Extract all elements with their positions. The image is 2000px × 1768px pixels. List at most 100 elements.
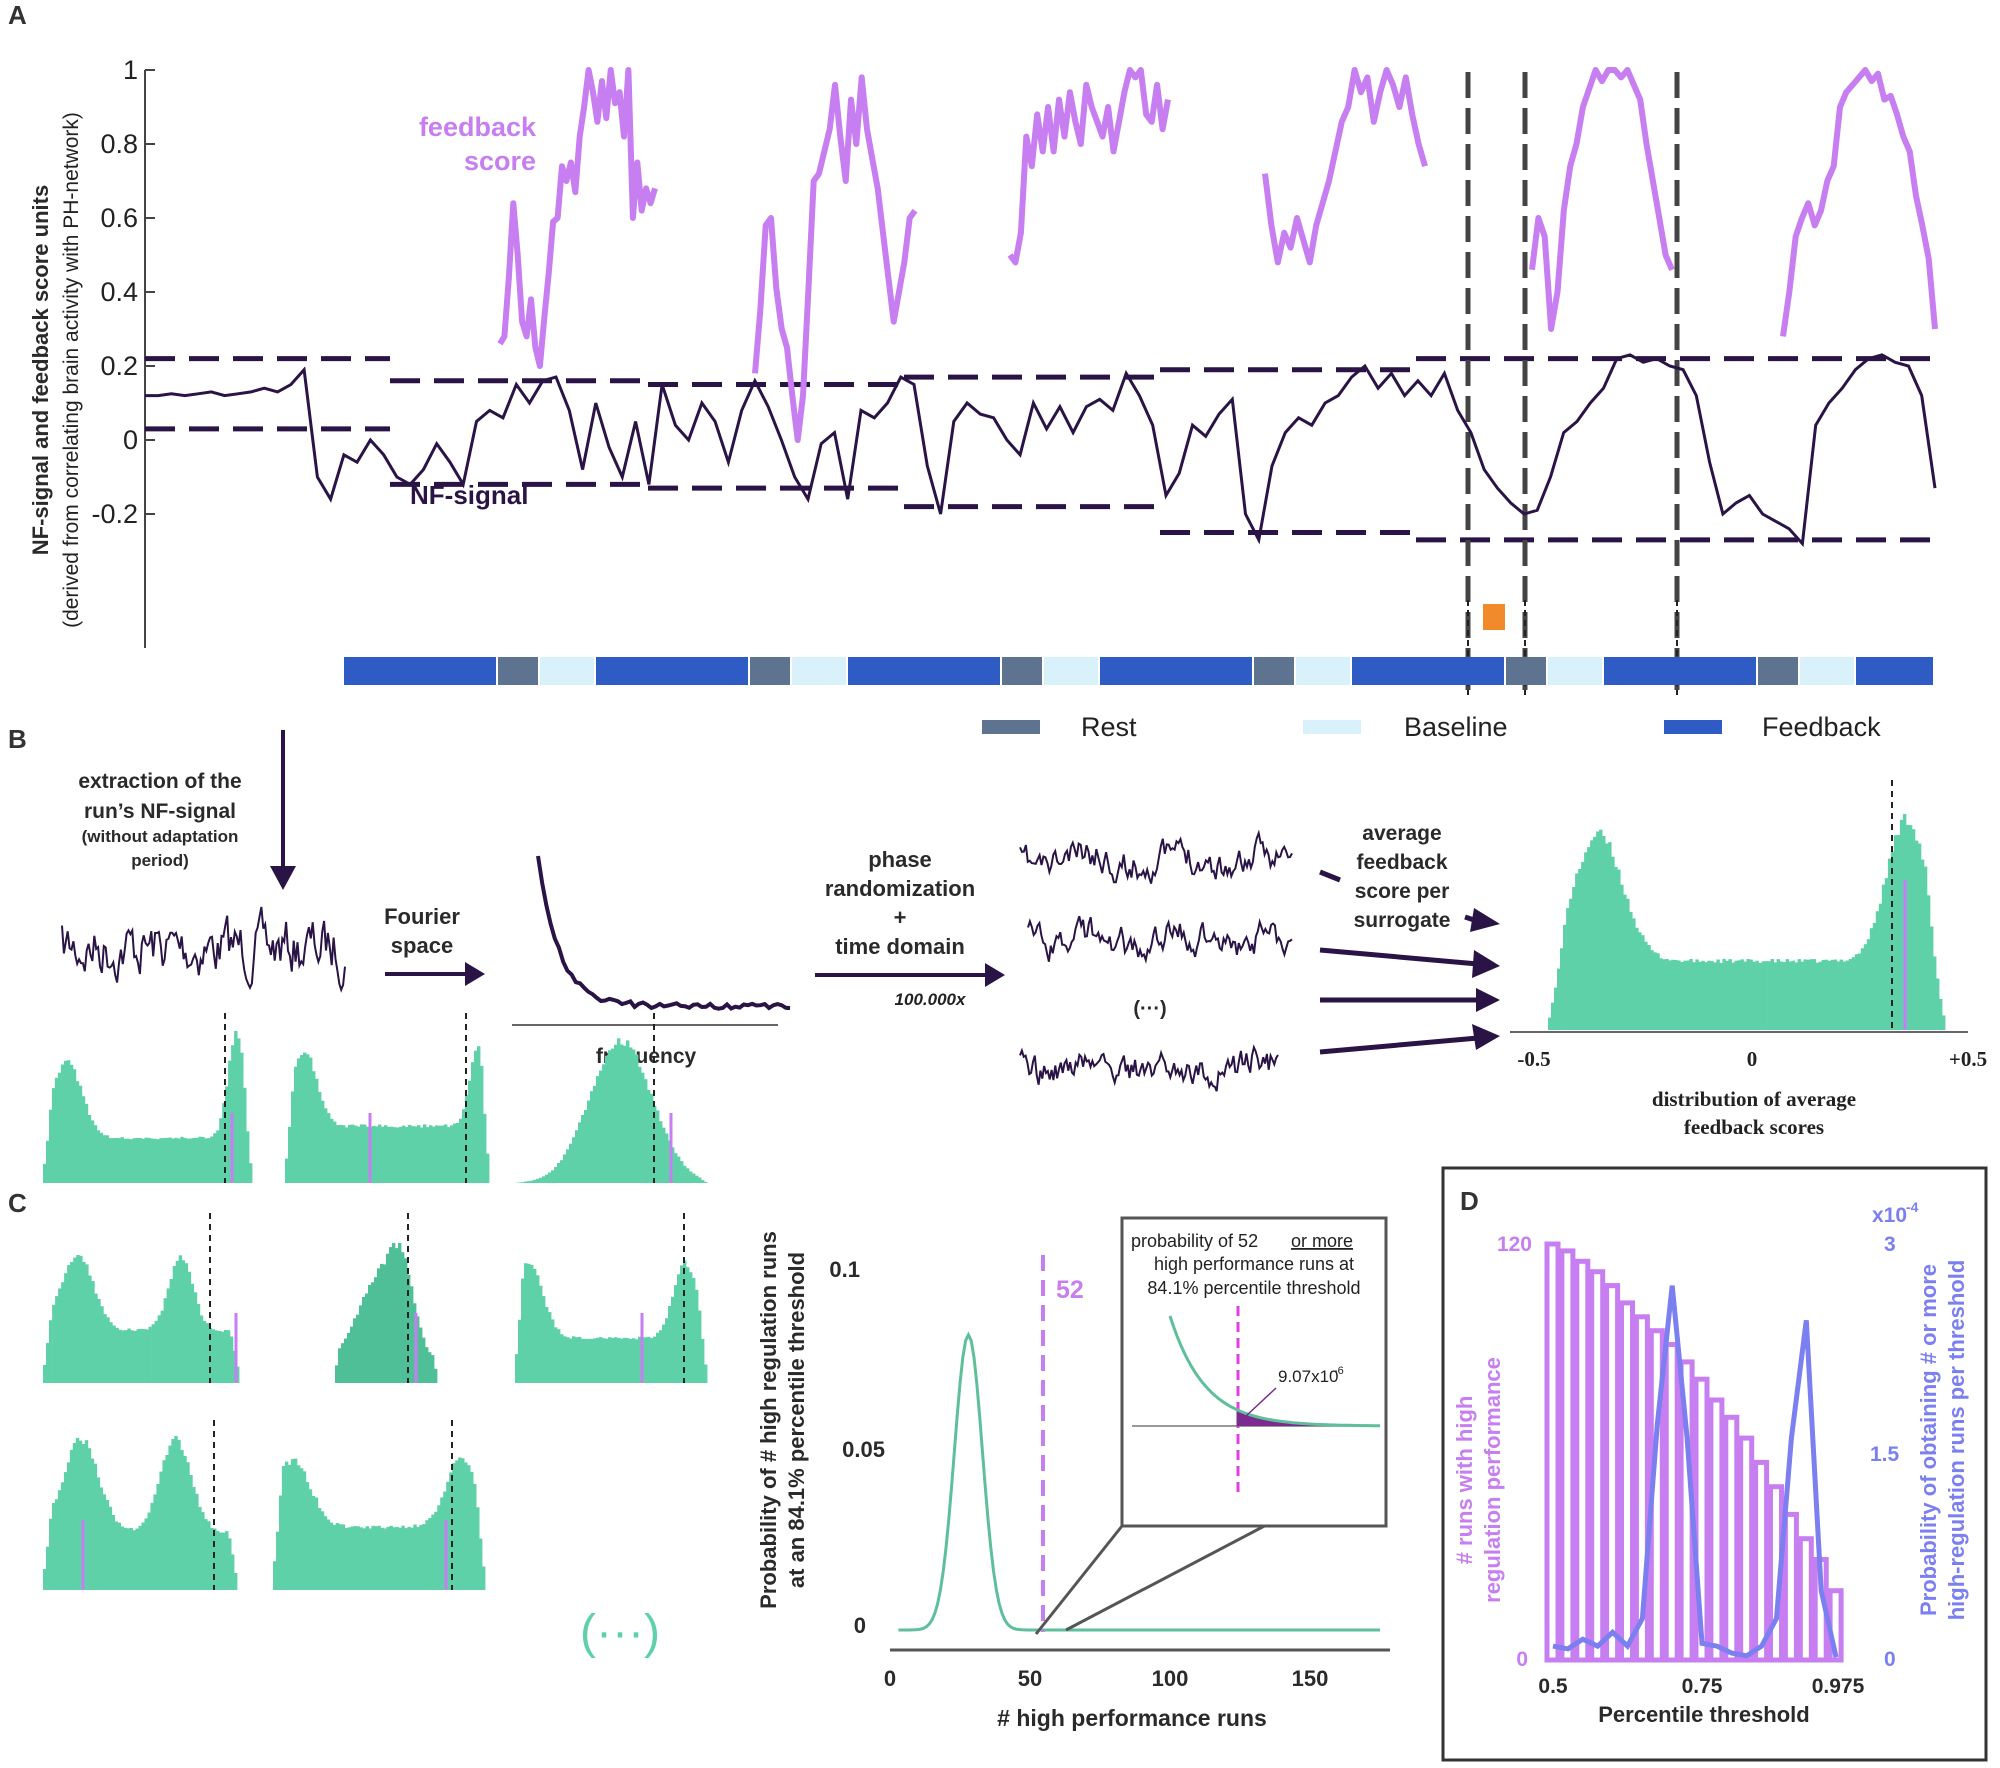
histogram-bar [327,1113,331,1183]
extract-label-3: (without adaptation [82,827,239,846]
histogram-bar [1572,887,1576,1030]
histogram-bar [416,1526,420,1590]
histogram-bar [626,1040,630,1183]
average-feedback-histogram [1548,814,1946,1030]
histogram-bar [1917,843,1922,1030]
histogram-bar [524,1263,528,1383]
histogram-bar [156,1484,160,1590]
histogram-bar [363,1124,367,1183]
histogram-bar [330,1118,334,1183]
histogram-bar [425,1520,429,1590]
fourier-label-2: space [391,933,453,958]
histogram-bar [1788,961,1792,1030]
block-baseline [540,657,594,685]
histogram-bar [428,1352,432,1383]
panel-d-xlabel: Percentile threshold [1598,1702,1810,1727]
histogram-bar [357,1126,361,1183]
histogram-bar [311,1496,316,1590]
histogram-bar [614,1337,618,1383]
histogram-bar [1869,928,1874,1030]
histogram-bar [623,1337,627,1383]
histogram-bar [145,1329,149,1383]
percentile-bar [1604,1283,1621,1663]
histogram-bar [1821,959,1826,1030]
histogram-bar [671,1147,675,1183]
feedback-score-label-1: feedback [419,112,537,142]
legend-baseline-label: Baseline [1404,712,1508,742]
histogram-bar [482,1566,486,1590]
histogram-bar [1659,958,1663,1030]
percentile-bar [1633,1314,1650,1663]
histogram-bar [141,1522,145,1590]
surrogate-signal-3 [1019,1044,1279,1092]
fourier-arrow-head [465,962,485,986]
histogram-bar [305,1482,310,1590]
histogram-bar [584,1110,588,1183]
histogram-bar [147,1137,151,1183]
histogram-bar [401,1525,405,1590]
histogram-bar [695,1175,699,1183]
histogram-bar [49,1109,53,1183]
percentile-bar [1663,1342,1680,1663]
histogram-bar [461,1458,465,1590]
surrogate-arrows [1319,869,1500,1055]
histogram-bar [1644,941,1648,1030]
histogram-bar [566,1149,570,1183]
histogram-bar [1704,962,1708,1030]
histogram-bar [563,1336,567,1383]
panel-a-ytick-label: -0.2 [91,499,138,529]
histogram-bar [1815,962,1820,1030]
histogram-bar [680,1161,684,1183]
histogram-bar [217,1331,222,1383]
histogram-bar [88,1275,92,1383]
histogram-bar [1590,840,1594,1030]
histogram-bar [102,1494,107,1590]
histogram-bar [136,1329,140,1383]
panel-letter-d: D [1460,1186,1479,1216]
histogram-bar [1638,932,1642,1030]
histogram-bar [365,1293,369,1383]
histogram-bar [1761,961,1765,1030]
histogram-bar [243,1087,247,1183]
histogram-bar [324,1108,328,1183]
histogram-bar [138,1525,142,1590]
histogram-bar [160,1310,164,1383]
histogram-bar [447,1127,451,1183]
panel-a-ylabel-main: NF-signal and feedback score units [28,185,53,555]
histogram-bar [575,1130,579,1183]
histogram-bar [596,1337,600,1383]
histogram-bar [126,1138,130,1183]
histogram-bar [455,1460,459,1590]
frequency-spectrum [536,855,791,1011]
histogram-bar [284,1461,289,1590]
histogram-bar [1737,960,1741,1030]
histogram-bar [1899,819,1904,1030]
histogram-bar [1854,954,1859,1030]
histogram-bar [533,1179,537,1183]
histogram-bar [100,1306,104,1383]
histogram-bar [54,1499,59,1590]
histogram-bar [93,1125,98,1183]
histogram-bar [435,1125,439,1183]
histogram-bar [611,1337,615,1383]
histogram-bar [135,1528,139,1590]
histogram-bar [647,1336,651,1383]
histogram-bar [180,1449,184,1590]
histogram-bar [548,1172,552,1183]
histogram-bar [79,1255,83,1383]
feedback-score-label-2: score [464,146,536,176]
histogram-bar [402,1125,406,1183]
histogram-bar [686,1168,690,1183]
histogram-bar [153,1494,157,1590]
histogram-bar [1908,825,1913,1030]
histogram-bar [530,1180,534,1183]
histogram-bar [231,1554,235,1590]
histogram-bar [148,1326,152,1383]
histogram-bar [401,1252,405,1383]
histogram-bar [144,1137,148,1183]
histogram-bar [177,1439,181,1590]
histogram-bar [339,1124,343,1183]
histogram-bar [287,1464,292,1590]
phase-label-1: phase [868,847,932,872]
histogram-bar [216,1531,220,1590]
